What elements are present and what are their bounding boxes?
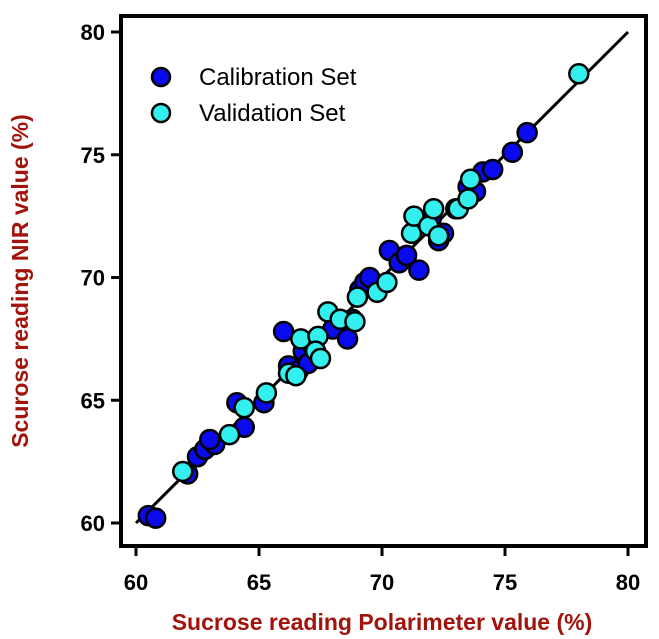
validation-point — [344, 310, 366, 333]
validation-point — [422, 198, 445, 220]
legend-label-validation: Validation Set — [199, 100, 346, 127]
validation-point — [233, 396, 255, 419]
x-tick-label: 65 — [247, 570, 271, 595]
y-tick-label: 70 — [81, 266, 105, 291]
x-tick-label: 80 — [616, 570, 640, 595]
y-tick-label: 80 — [81, 20, 105, 45]
validation-point — [285, 364, 307, 387]
validation-point — [309, 347, 332, 370]
validation-point — [403, 205, 425, 227]
validation-point — [568, 62, 590, 85]
x-axis-title: Sucrose reading Polarimeter value (%) — [172, 609, 593, 635]
legend-label-calibration: Calibration Set — [199, 64, 357, 91]
validation-point — [346, 286, 369, 308]
validation-point — [459, 168, 482, 191]
calibration-point — [199, 428, 221, 451]
x-tick-label: 70 — [370, 570, 394, 595]
validation-point — [255, 382, 278, 404]
y-tick-label: 65 — [81, 388, 105, 413]
legend-marker-validation — [150, 102, 172, 124]
plot-frame — [119, 14, 648, 548]
y-tick-label: 75 — [81, 143, 105, 168]
x-tick-label: 75 — [493, 570, 517, 595]
y-tick-label: 60 — [81, 511, 105, 536]
calibration-point — [516, 121, 538, 144]
validation-series — [171, 62, 590, 483]
validation-point — [457, 188, 479, 210]
calibration-point — [481, 158, 504, 181]
validation-point — [376, 271, 398, 294]
y-axis-title: Scurose reading NIR value (%) — [7, 114, 33, 448]
calibration-point — [144, 507, 167, 529]
calibration-point — [501, 141, 524, 164]
validation-point — [427, 225, 450, 247]
legend-marker-calibration — [150, 66, 172, 88]
calibration-point — [395, 244, 418, 267]
calibration-point — [408, 259, 430, 281]
validation-point — [171, 460, 194, 483]
legend: Calibration Set Validation Set — [150, 64, 357, 127]
x-tick-label: 60 — [124, 570, 148, 595]
validation-point — [218, 423, 241, 446]
